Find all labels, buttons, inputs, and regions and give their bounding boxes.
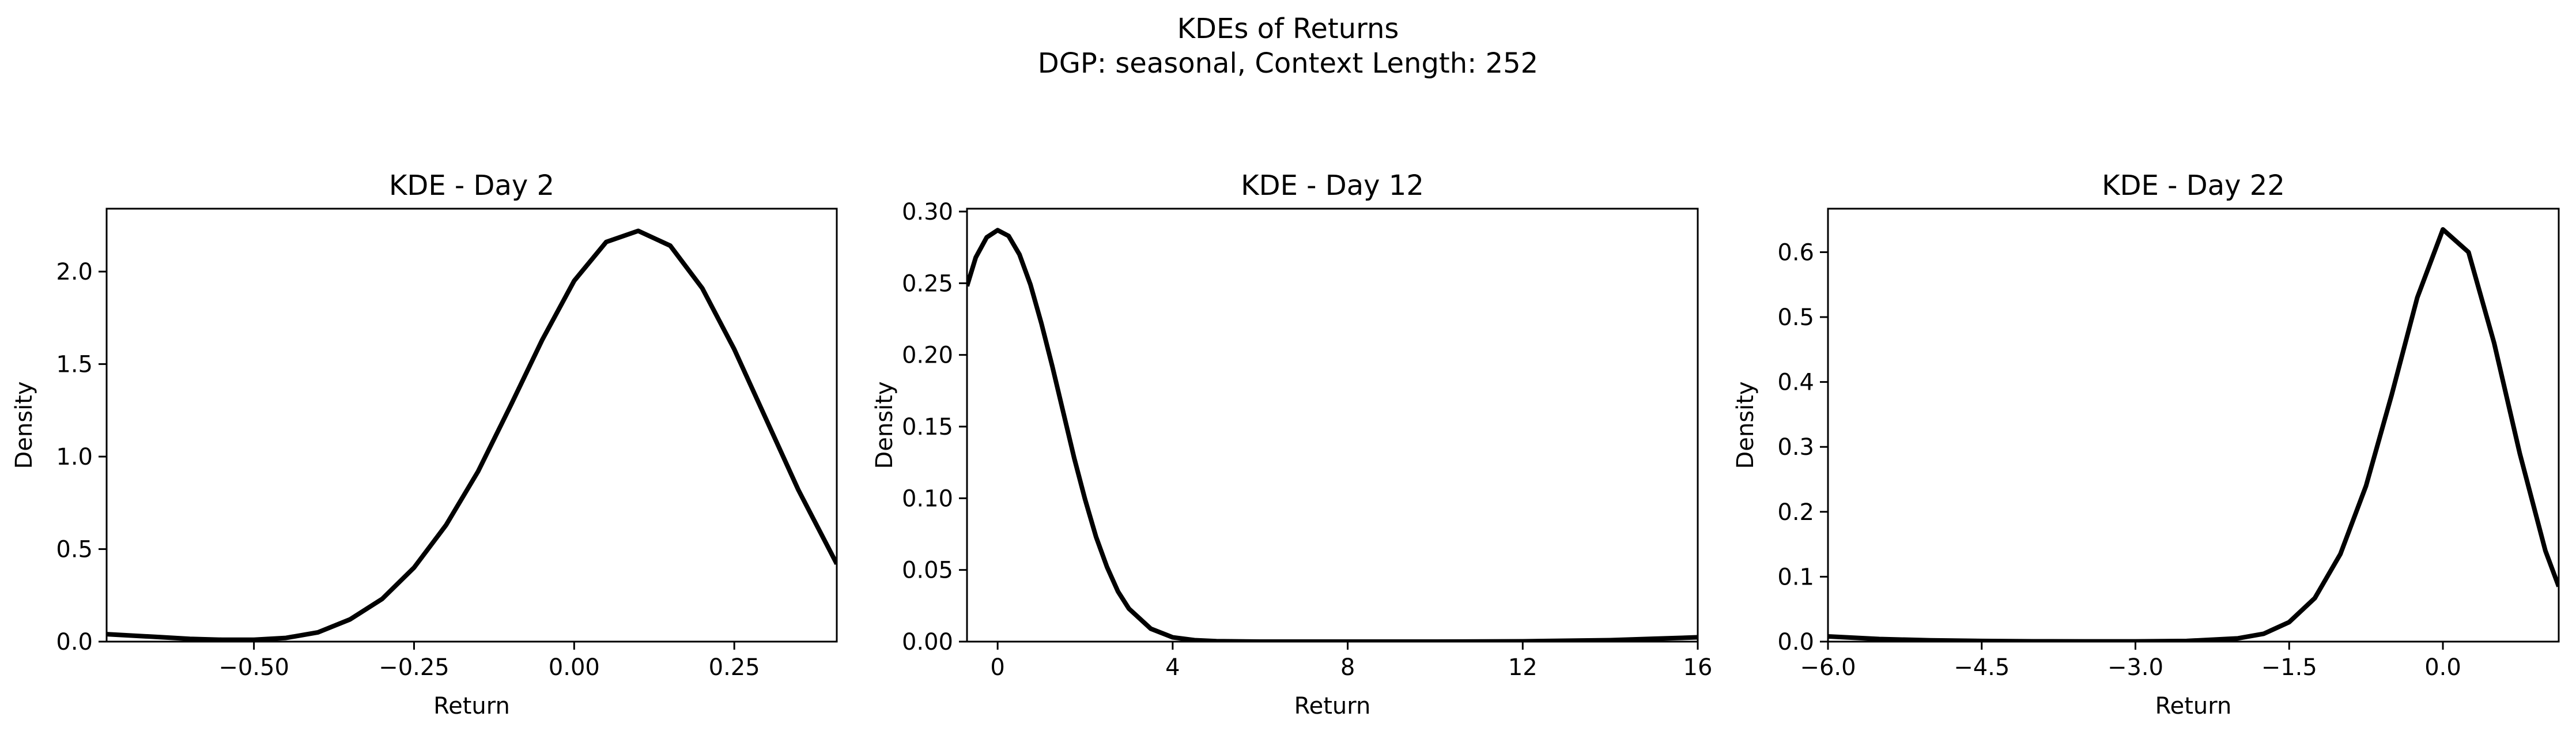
y-tick-label: 1.0 <box>56 444 93 470</box>
y-axis-label: Density <box>1732 381 1759 469</box>
subplot-day-22: −6.0 −4.5 −3.0 −1.5 0.0 0.0 0.1 0.2 0.3 0.4 0.5 0.6… <box>1732 169 2560 719</box>
x-tick-label: 12 <box>1508 654 1538 681</box>
x-tick-label: 0.0 <box>2424 654 2461 681</box>
y-axis-label: Density <box>11 381 37 469</box>
x-tick-label: −1.5 <box>2261 654 2317 681</box>
y-tick-label: 0.30 <box>902 199 953 225</box>
y-tick-label: 0.3 <box>1777 434 1814 461</box>
axes-frame <box>966 208 1699 643</box>
y-tick-label: 0.10 <box>902 485 953 512</box>
x-axis-label: Return <box>2155 693 2232 719</box>
x-tick-label: −0.50 <box>218 654 289 681</box>
y-tick-label: 1.5 <box>56 352 93 378</box>
subplot-day-2: −0.50 −0.25 0.00 0.25 0.0 0.5 1.0 1.5 2.0 KDE - D… <box>11 169 838 719</box>
subplot-title: KDE - Day 2 <box>389 169 554 202</box>
y-tick-label: 0.25 <box>902 270 953 297</box>
y-tick-label: 0.5 <box>56 537 93 563</box>
kde-line <box>1828 227 2559 642</box>
x-tick-label: −6.0 <box>1800 654 1856 681</box>
y-axis-label: Density <box>871 381 898 469</box>
y-tick-label: 0.0 <box>1777 629 1814 655</box>
x-tick-label: 0 <box>990 654 1004 681</box>
y-tick-label: 0.05 <box>902 557 953 584</box>
x-tick-label: 4 <box>1165 654 1180 681</box>
y-tick-label: 0.1 <box>1777 564 1814 590</box>
x-tick-label: 0.00 <box>549 654 600 681</box>
y-tick-label: 2.0 <box>56 259 93 285</box>
y-tick-label: 0.5 <box>1777 304 1814 331</box>
x-tick-label: −3.0 <box>2107 654 2163 681</box>
y-tick-label: 0.20 <box>902 342 953 369</box>
x-axis-label: Return <box>1294 693 1371 719</box>
axes-frame <box>105 208 838 643</box>
figure-suptitle: KDEs of Returns DGP: seasonal, Context L… <box>0 12 2576 81</box>
y-tick-label: 0.6 <box>1777 239 1814 266</box>
subplot-title: KDE - Day 12 <box>1241 169 1424 202</box>
x-tick-label: 16 <box>1683 654 1713 681</box>
y-tick-label: 0.00 <box>902 629 953 655</box>
x-tick-label: 0.25 <box>709 654 760 681</box>
suptitle-line-1: KDEs of Returns <box>1177 13 1399 45</box>
kde-line <box>107 228 837 642</box>
x-tick-label: −4.5 <box>1954 654 2010 681</box>
x-axis-label: Return <box>433 693 510 719</box>
y-tick-label: 0.4 <box>1777 370 1814 396</box>
suptitle-line-2: DGP: seasonal, Context Length: 252 <box>1037 47 1539 80</box>
subplot-title: KDE - Day 22 <box>2102 169 2285 202</box>
y-tick-label: 0.2 <box>1777 499 1814 526</box>
subplot-day-12: 0 4 8 12 16 0.00 0.05 0.10 0.15 0.20 0.25 0.30 KDE -… <box>871 169 1712 719</box>
x-tick-label: 8 <box>1340 654 1355 681</box>
y-tick-label: 0.0 <box>56 629 93 655</box>
y-tick-label: 0.15 <box>902 414 953 440</box>
kde-line <box>967 228 1698 642</box>
x-tick-label: −0.25 <box>379 654 450 681</box>
axes-frame <box>1827 208 2560 643</box>
